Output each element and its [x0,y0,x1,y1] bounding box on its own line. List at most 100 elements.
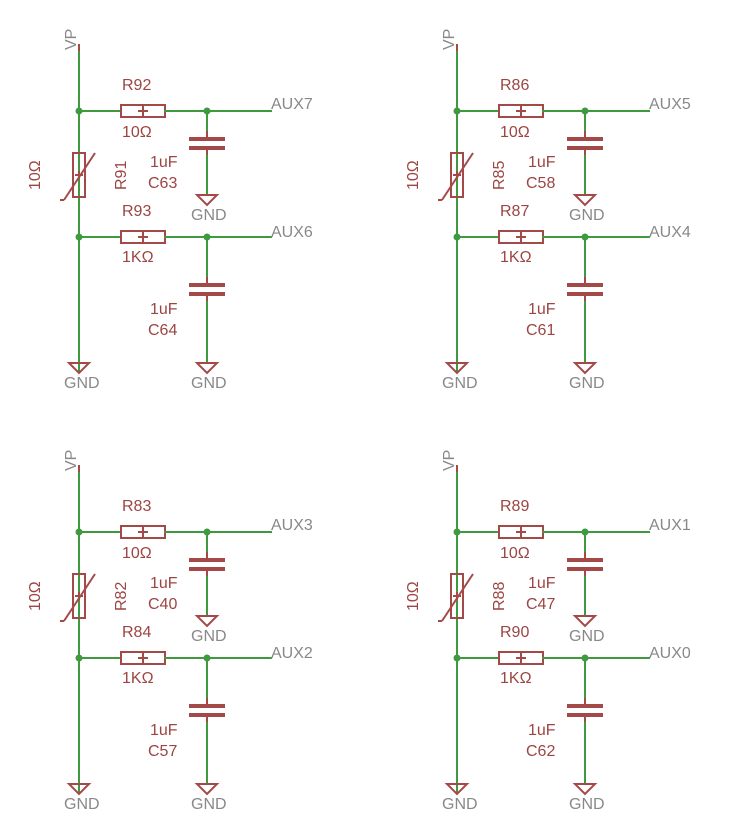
lower-capacitor-name: C61 [526,322,555,339]
upper-capacitor-name: C40 [148,596,177,613]
lower-net-label: AUX4 [649,224,691,241]
thermistor-name: R88 [491,582,508,611]
sensor-block-3: VP R89 10Ω AUX1 1uF C47 GND 10Ω R88 R90 1KΩ AUX0 1uF… [405,450,691,813]
upper-capacitor-name: C58 [526,175,555,192]
thermistor-name: R82 [113,582,130,611]
lower-gnd-symbol [572,362,598,375]
lower-resistor[interactable] [498,230,544,244]
lower-capacitor[interactable] [567,277,603,302]
upper-resistor-value: 10Ω [122,545,152,562]
upper-gnd-label: GND [191,207,227,224]
upper-net-label: AUX3 [271,517,313,534]
lower-gnd-label: GND [569,796,605,813]
upper-resistor-value: 10Ω [500,124,530,141]
upper-capacitor[interactable] [567,131,603,156]
lower-capacitor-value: 1uF [150,301,178,318]
lower-capacitor[interactable] [567,698,603,723]
lower-capacitor-name: C62 [526,743,555,760]
upper-capacitor-value: 1uF [150,575,178,592]
lower-capacitor[interactable] [189,698,225,723]
supply-label: VP [63,450,80,471]
upper-capacitor-value: 1uF [150,154,178,171]
upper-capacitor-value: 1uF [528,575,556,592]
upper-resistor[interactable] [498,104,544,118]
lower-resistor-name: R93 [122,203,151,220]
upper-capacitor-name: C47 [526,596,555,613]
lower-gnd-symbol [194,362,220,375]
lower-resistor-value: 1KΩ [122,249,154,266]
lower-capacitor[interactable] [189,277,225,302]
lower-gnd-label: GND [569,375,605,392]
rail-gnd-label: GND [442,375,478,392]
upper-resistor-name: R92 [122,77,151,94]
thermistor-value: 10Ω [405,160,422,190]
rail-gnd-symbol [444,783,470,796]
lower-gnd-symbol [194,783,220,796]
thermistor[interactable] [60,573,96,622]
upper-resistor-name: R86 [500,77,529,94]
upper-gnd-symbol [572,615,598,628]
sensor-block-1: VP R86 10Ω AUX5 1uF C58 GND 10Ω R85 R87 1KΩ AUX4 1uF… [405,29,691,392]
rail-gnd-label: GND [442,796,478,813]
lower-resistor-value: 1KΩ [122,670,154,687]
upper-resistor-value: 10Ω [500,545,530,562]
upper-gnd-label: GND [569,207,605,224]
lower-resistor[interactable] [120,651,166,665]
upper-gnd-symbol [194,615,220,628]
lower-resistor-value: 1KΩ [500,670,532,687]
lower-resistor[interactable] [120,230,166,244]
rail-gnd-label: GND [64,796,100,813]
upper-resistor-name: R89 [500,498,529,515]
thermistor-value: 10Ω [27,581,44,611]
thermistor[interactable] [438,152,474,201]
thermistor-value: 10Ω [27,160,44,190]
upper-net-label: AUX7 [271,96,313,113]
lower-capacitor-value: 1uF [528,722,556,739]
supply-label: VP [441,29,458,50]
lower-capacitor-name: C64 [148,322,177,339]
upper-capacitor[interactable] [567,552,603,577]
thermistor-value: 10Ω [405,581,422,611]
lower-resistor-name: R84 [122,624,151,641]
lower-resistor[interactable] [498,651,544,665]
supply-label: VP [63,29,80,50]
lower-net-label: AUX6 [271,224,313,241]
thermistor-name: R85 [491,161,508,190]
upper-gnd-symbol [572,194,598,207]
lower-resistor-name: R87 [500,203,529,220]
upper-resistor[interactable] [120,525,166,539]
upper-gnd-label: GND [191,628,227,645]
thermistor[interactable] [438,573,474,622]
lower-net-label: AUX2 [271,645,313,662]
lower-net-label: AUX0 [649,645,691,662]
thermistor[interactable] [60,152,96,201]
upper-resistor-value: 10Ω [122,124,152,141]
rail-gnd-symbol [66,783,92,796]
upper-resistor[interactable] [498,525,544,539]
lower-resistor-value: 1KΩ [500,249,532,266]
upper-capacitor-value: 1uF [528,154,556,171]
rail-gnd-label: GND [64,375,100,392]
upper-resistor-name: R83 [122,498,151,515]
lower-capacitor-value: 1uF [528,301,556,318]
upper-gnd-label: GND [569,628,605,645]
rail-gnd-symbol [66,362,92,375]
upper-net-label: AUX1 [649,517,691,534]
upper-capacitor[interactable] [189,131,225,156]
sensor-block-2: VP R83 10Ω AUX3 1uF C40 GND 10Ω R82 R84 1KΩ AUX2 1uF… [27,450,313,813]
upper-net-label: AUX5 [649,96,691,113]
lower-capacitor-name: C57 [148,743,177,760]
lower-capacitor-value: 1uF [150,722,178,739]
upper-resistor[interactable] [120,104,166,118]
lower-gnd-label: GND [191,375,227,392]
upper-capacitor[interactable] [189,552,225,577]
lower-gnd-label: GND [191,796,227,813]
upper-gnd-symbol [194,194,220,207]
supply-label: VP [441,450,458,471]
rail-gnd-symbol [444,362,470,375]
lower-resistor-name: R90 [500,624,529,641]
upper-capacitor-name: C63 [148,175,177,192]
thermistor-name: R91 [113,161,130,190]
sensor-block-0: VP R92 10Ω AUX7 1uF C63 GND 10Ω R91 R93 1KΩ AUX6 1uF… [27,29,313,392]
